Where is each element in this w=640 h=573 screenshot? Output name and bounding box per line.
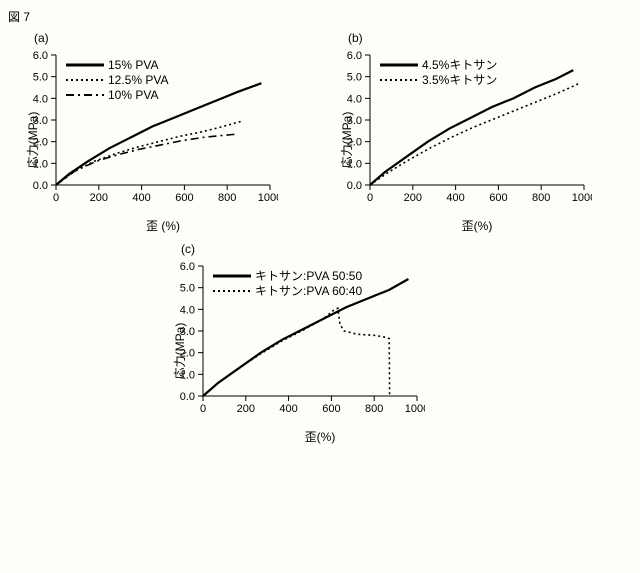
panel-b-xlabel: 歪(%)	[322, 217, 632, 234]
chart-c: 0.01.02.03.04.05.06.002004006008001000キト…	[155, 256, 425, 426]
svg-text:4.0: 4.0	[180, 304, 195, 316]
panel-a-xlabel: 歪 (%)	[8, 217, 318, 234]
svg-text:6.0: 6.0	[180, 261, 195, 273]
figure-title: 図 7	[8, 8, 632, 25]
svg-text:1000: 1000	[258, 192, 278, 204]
svg-text:1000: 1000	[405, 403, 425, 415]
svg-text:0: 0	[53, 192, 59, 204]
svg-text:200: 200	[237, 403, 255, 415]
svg-text:10% PVA: 10% PVA	[108, 88, 158, 102]
svg-text:4.0: 4.0	[347, 93, 362, 105]
chart-b: 0.01.02.03.04.05.06.0020040060080010004.…	[322, 45, 592, 215]
bottom-row: (c) 応力(MPa) 0.01.02.03.04.05.06.00200400…	[8, 242, 632, 445]
svg-text:5.0: 5.0	[180, 283, 195, 295]
svg-text:12.5% PVA: 12.5% PVA	[108, 73, 168, 87]
svg-text:1000: 1000	[572, 192, 592, 204]
panel-b-ylabel: 応力(MPa)	[338, 111, 355, 168]
svg-text:6.0: 6.0	[33, 50, 48, 62]
panel-a: (a) 応力(MPa) 0.01.02.03.04.05.06.00200400…	[8, 31, 318, 234]
svg-text:400: 400	[279, 403, 297, 415]
svg-text:5.0: 5.0	[347, 72, 362, 84]
svg-text:800: 800	[218, 192, 236, 204]
svg-text:200: 200	[404, 192, 422, 204]
svg-text:4.0: 4.0	[33, 93, 48, 105]
svg-text:4.5%キトサン: 4.5%キトサン	[422, 58, 497, 72]
chart-a: 0.01.02.03.04.05.06.00200400600800100015…	[8, 45, 278, 215]
svg-text:0: 0	[367, 192, 373, 204]
panel-c-label: (c)	[181, 242, 195, 256]
svg-text:0.0: 0.0	[180, 391, 195, 403]
svg-text:キトサン:PVA 60:40: キトサン:PVA 60:40	[255, 284, 362, 298]
panel-c-ylabel: 応力(MPa)	[171, 322, 188, 379]
svg-text:600: 600	[322, 403, 340, 415]
svg-text:5.0: 5.0	[33, 72, 48, 84]
svg-text:400: 400	[446, 192, 464, 204]
panel-b-label: (b)	[348, 31, 363, 45]
svg-text:15% PVA: 15% PVA	[108, 58, 158, 72]
svg-text:600: 600	[489, 192, 507, 204]
svg-text:0.0: 0.0	[33, 180, 48, 192]
panel-c-xlabel: 歪(%)	[155, 428, 485, 445]
svg-text:200: 200	[90, 192, 108, 204]
panel-c: (c) 応力(MPa) 0.01.02.03.04.05.06.00200400…	[155, 242, 485, 445]
svg-text:600: 600	[175, 192, 193, 204]
svg-text:800: 800	[365, 403, 383, 415]
svg-text:3.5%キトサン: 3.5%キトサン	[422, 73, 497, 87]
panel-a-label: (a)	[34, 31, 49, 45]
panel-b: (b) 応力(MPa) 0.01.02.03.04.05.06.00200400…	[322, 31, 632, 234]
top-row: (a) 応力(MPa) 0.01.02.03.04.05.06.00200400…	[8, 31, 632, 234]
svg-text:6.0: 6.0	[347, 50, 362, 62]
svg-text:0.0: 0.0	[347, 180, 362, 192]
panel-a-ylabel: 応力(MPa)	[24, 111, 41, 168]
svg-text:0: 0	[200, 403, 206, 415]
svg-text:400: 400	[132, 192, 150, 204]
svg-text:キトサン:PVA 50:50: キトサン:PVA 50:50	[255, 269, 362, 283]
svg-text:800: 800	[532, 192, 550, 204]
